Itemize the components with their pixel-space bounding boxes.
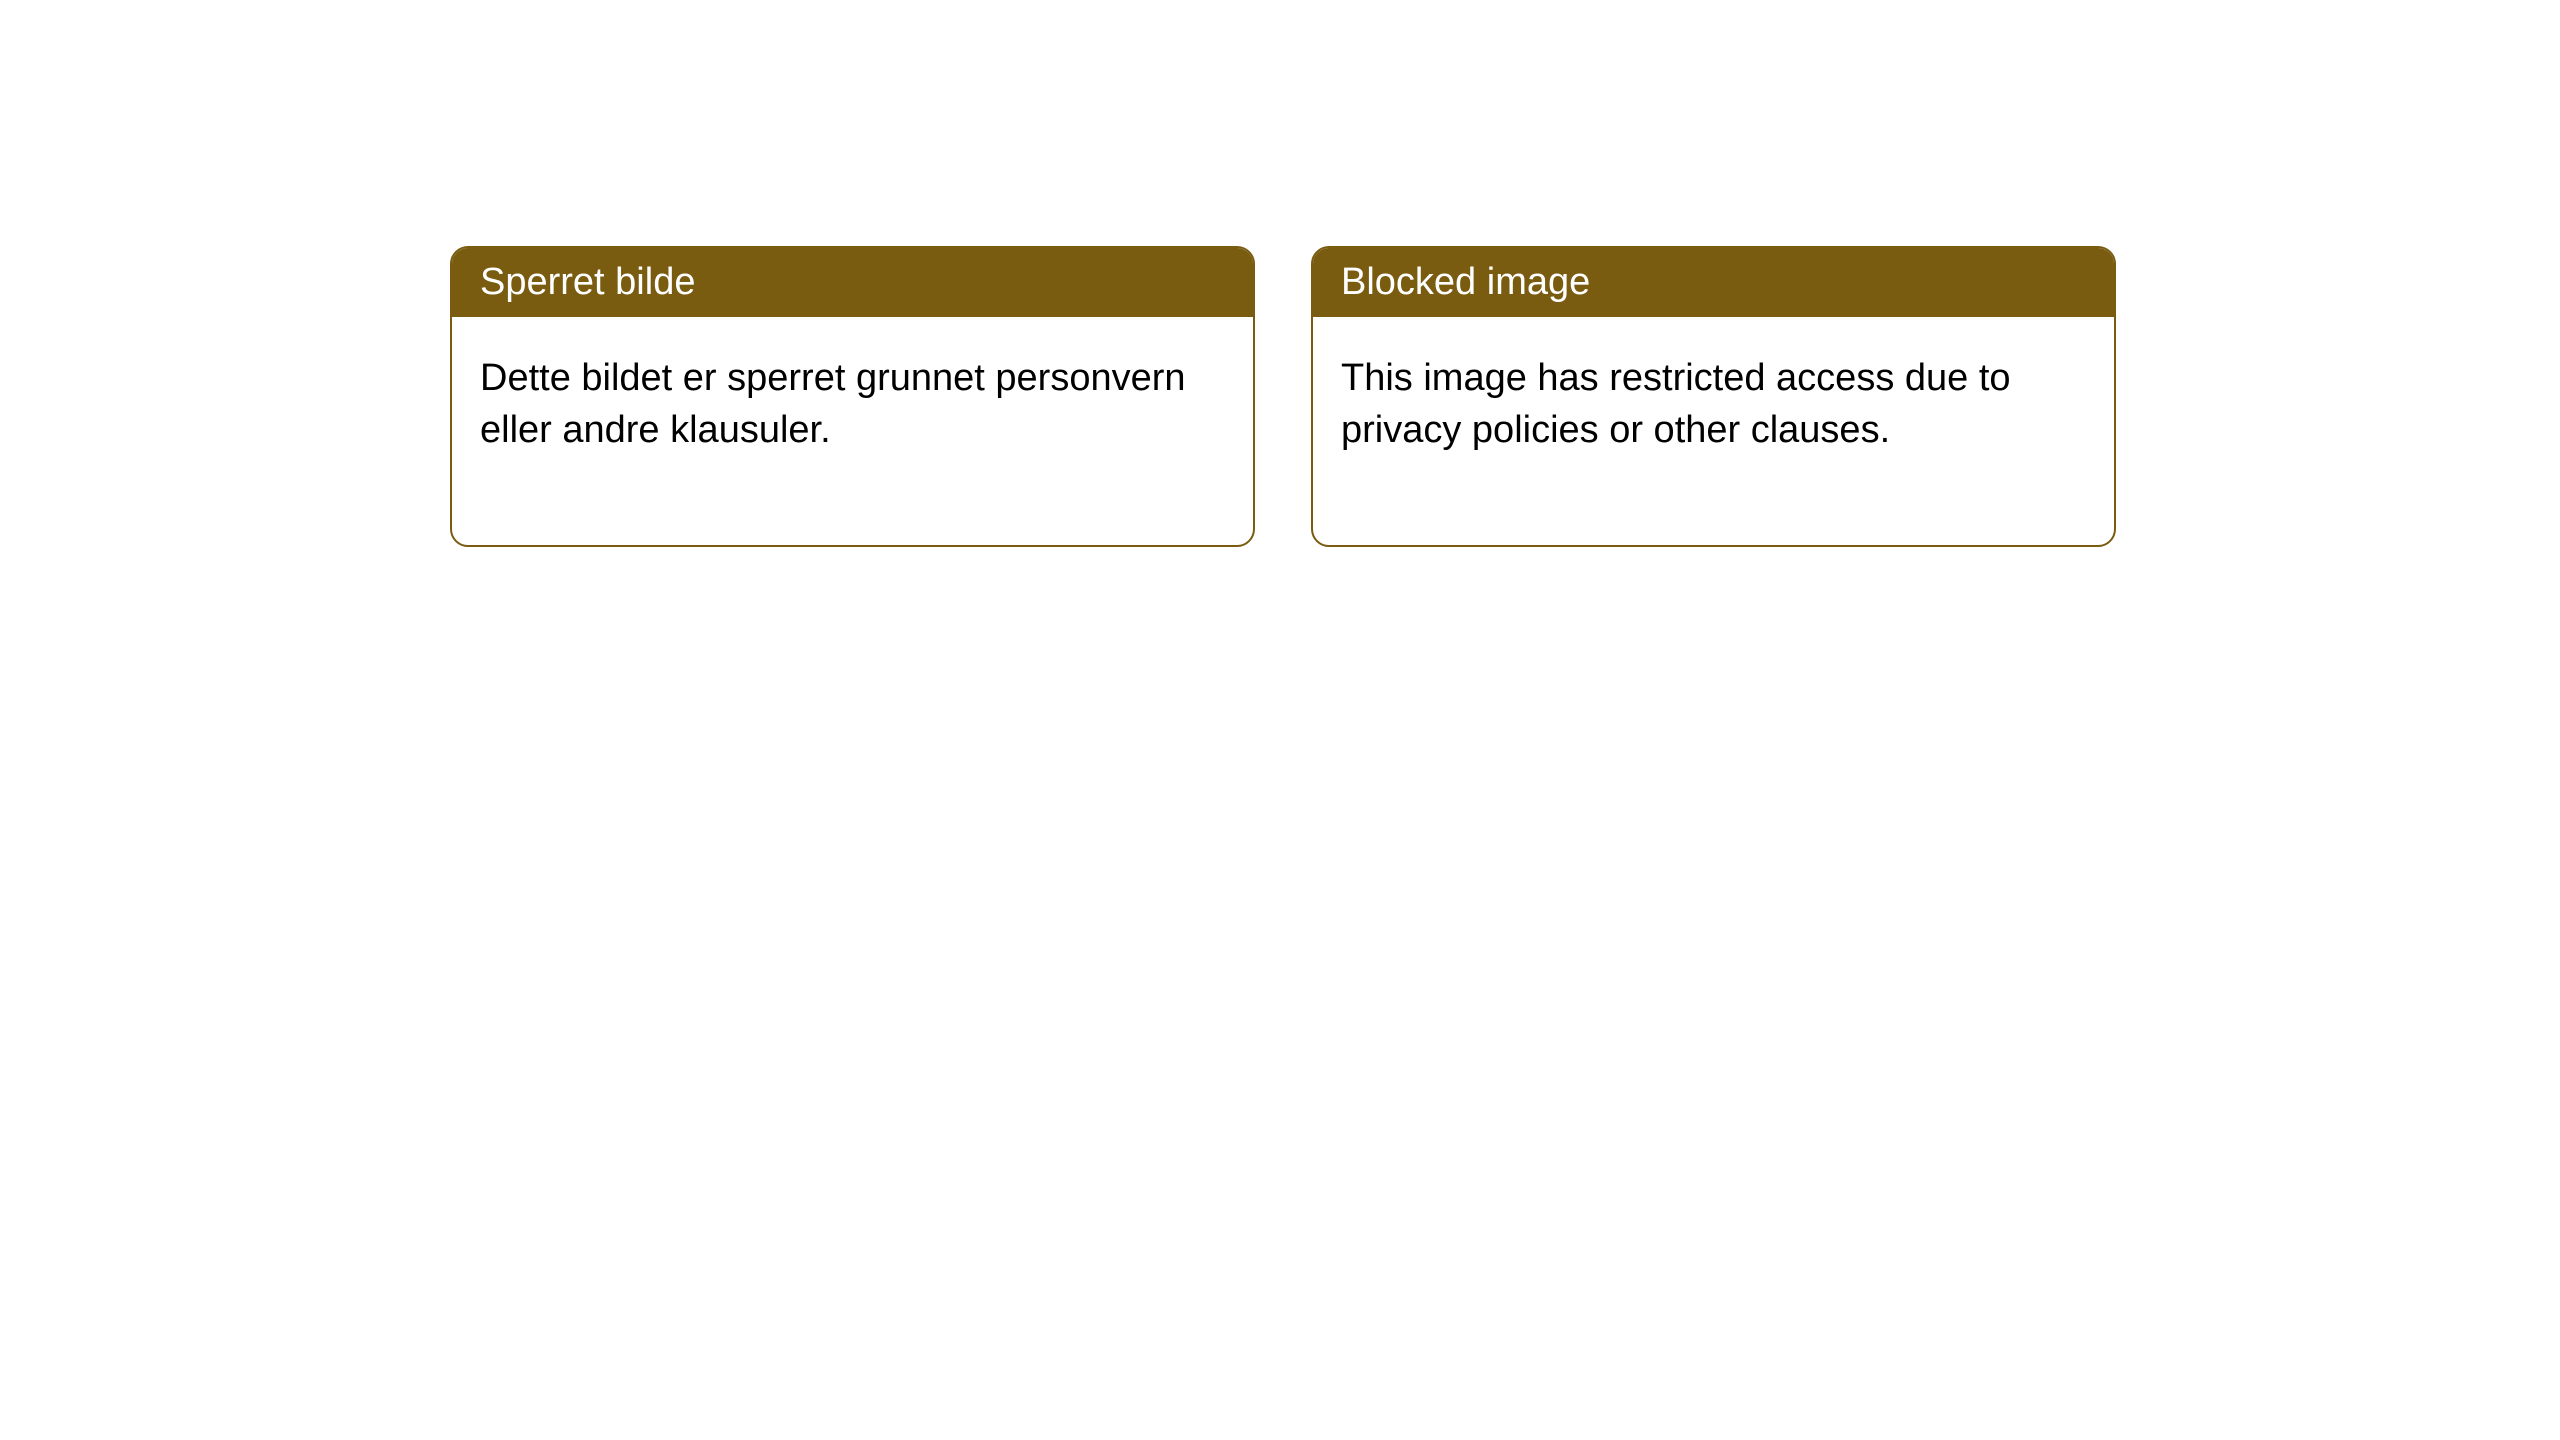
card-header: Sperret bilde [452,248,1253,317]
notice-container: Sperret bilde Dette bildet er sperret gr… [0,0,2560,547]
card-body: This image has restricted access due to … [1313,317,2114,545]
card-message: Dette bildet er sperret grunnet personve… [480,357,1186,450]
notice-card-norwegian: Sperret bilde Dette bildet er sperret gr… [450,246,1255,547]
card-header: Blocked image [1313,248,2114,317]
notice-card-english: Blocked image This image has restricted … [1311,246,2116,547]
card-title: Blocked image [1341,261,1590,303]
card-body: Dette bildet er sperret grunnet personve… [452,317,1253,545]
card-title: Sperret bilde [480,261,695,303]
card-message: This image has restricted access due to … [1341,357,2011,450]
